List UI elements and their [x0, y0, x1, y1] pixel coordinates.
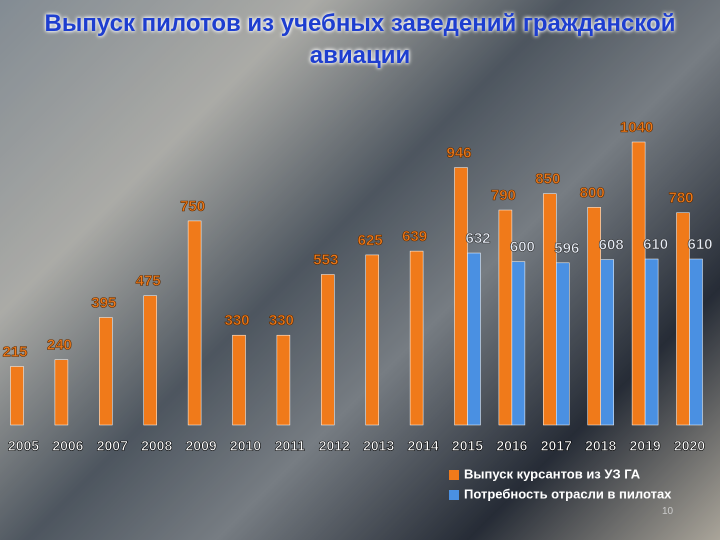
x-tick-label: 2011 — [275, 438, 306, 454]
value-label: 750 — [180, 198, 205, 215]
value-label: 610 — [687, 236, 712, 253]
bar — [409, 250, 424, 426]
bar — [631, 141, 646, 426]
x-tick-label: 2020 — [674, 438, 705, 454]
bar — [454, 167, 468, 426]
bar — [232, 334, 246, 426]
value-label: 608 — [599, 237, 624, 254]
value-label: 596 — [554, 240, 579, 257]
value-label: 475 — [136, 273, 161, 290]
x-tick-label: 2010 — [230, 438, 261, 454]
legend-swatch — [449, 490, 459, 500]
bar — [54, 359, 69, 426]
bar — [99, 317, 113, 426]
bar — [543, 193, 557, 426]
x-tick-label: 2014 — [408, 438, 439, 454]
x-tick-label: 2006 — [52, 438, 83, 454]
x-tick-label: 2008 — [141, 438, 172, 454]
value-label: 850 — [535, 171, 560, 188]
legend-swatch — [449, 470, 459, 480]
bar — [10, 366, 24, 426]
value-label: 632 — [465, 230, 490, 247]
x-tick-label: 2013 — [363, 438, 394, 454]
bar — [143, 295, 157, 426]
value-label: 553 — [313, 251, 338, 268]
value-label: 946 — [446, 145, 471, 162]
value-label: 215 — [2, 343, 27, 360]
value-label: 1040 — [620, 119, 653, 136]
value-label: 330 — [224, 312, 249, 329]
x-tick-label: 2019 — [630, 438, 661, 454]
bar — [556, 262, 570, 426]
bar — [276, 334, 291, 426]
bar — [187, 220, 202, 426]
x-tick-label: 2005 — [8, 438, 39, 454]
value-label: 610 — [643, 236, 668, 253]
value-label: 639 — [402, 228, 427, 245]
chart-title: Выпуск пилотов из учебных заведений граж… — [44, 10, 676, 69]
value-label: 395 — [91, 294, 116, 311]
x-tick-label: 2016 — [496, 438, 527, 454]
x-tick-label: 2015 — [452, 438, 483, 454]
value-label: 790 — [491, 187, 516, 204]
bar — [365, 254, 379, 426]
value-label: 330 — [269, 312, 294, 329]
x-tick-label: 2017 — [541, 438, 572, 454]
bar — [511, 261, 526, 426]
bar — [600, 259, 614, 426]
value-label: 625 — [358, 232, 383, 249]
slide-number: 10 — [662, 506, 674, 517]
value-label: 600 — [510, 239, 535, 256]
bar — [644, 258, 659, 426]
x-tick-label: 2018 — [585, 438, 616, 454]
value-label: 240 — [47, 337, 72, 354]
legend-label: Потребность отрасли в пилотах — [464, 486, 672, 501]
bar — [321, 274, 335, 426]
x-tick-label: 2009 — [186, 438, 217, 454]
x-tick-label: 2007 — [97, 438, 128, 454]
bar — [689, 258, 703, 426]
value-label: 780 — [668, 190, 693, 207]
x-tick-label: 2012 — [319, 438, 350, 454]
value-label: 800 — [580, 184, 605, 201]
legend-label: Выпуск курсантов из УЗ ГА — [464, 466, 641, 481]
bar — [467, 252, 481, 426]
